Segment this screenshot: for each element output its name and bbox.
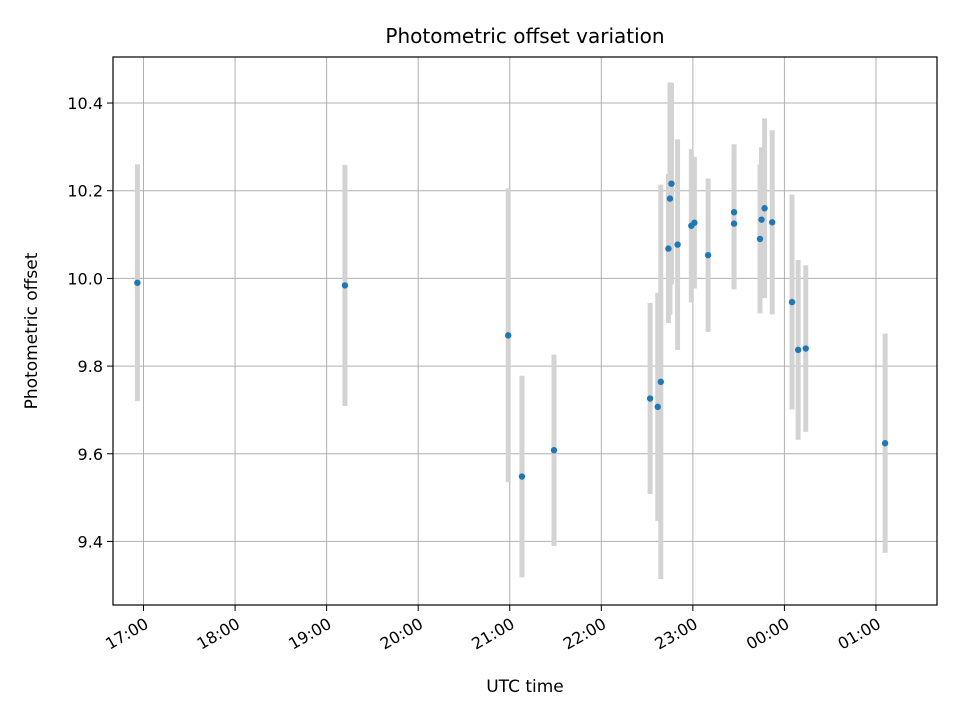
data-point <box>341 282 349 289</box>
data-point <box>654 403 661 411</box>
data-point <box>881 440 889 447</box>
data-point <box>505 332 512 339</box>
data-point <box>665 245 672 252</box>
data-point <box>550 447 558 454</box>
y-tick-label: 9.4 <box>78 532 103 551</box>
data-point <box>769 219 776 226</box>
y-tick-label: 10.0 <box>67 269 103 288</box>
data-point <box>691 219 698 226</box>
data-point <box>674 241 681 248</box>
data-point <box>761 205 768 212</box>
y-axis: 9.4 9.6 9.8 10.0 10.2 10.4 <box>67 94 113 551</box>
data-point <box>134 279 141 286</box>
data-points <box>134 180 889 480</box>
data-point <box>730 220 738 227</box>
data-point <box>646 395 654 402</box>
data-point <box>518 473 526 480</box>
data-point <box>788 298 796 306</box>
x-axis-title: UTC time <box>486 677 564 697</box>
plot-frame <box>112 56 938 606</box>
data-point <box>704 251 712 259</box>
chart-title: Photometric offset variation <box>385 24 664 48</box>
data-point <box>666 195 674 202</box>
data-point <box>657 378 665 386</box>
y-tick-label: 10.2 <box>67 182 103 201</box>
data-point <box>794 346 802 354</box>
data-point <box>730 208 738 216</box>
y-tick-label: 9.8 <box>78 357 103 376</box>
y-tick-label: 10.4 <box>67 94 103 113</box>
y-axis-title: Photometric offset <box>22 252 42 409</box>
data-point <box>668 180 675 187</box>
grid <box>113 57 937 605</box>
data-point <box>756 235 764 243</box>
data-point <box>802 345 809 352</box>
data-point <box>758 216 765 223</box>
y-tick-label: 9.6 <box>78 445 103 464</box>
